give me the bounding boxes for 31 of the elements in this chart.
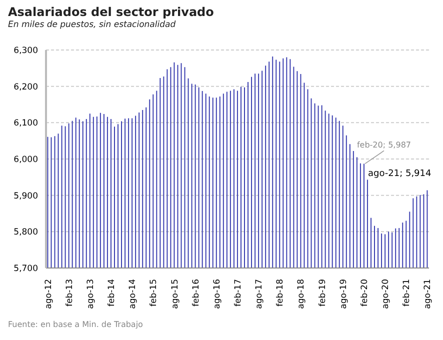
x-tick-label: feb-21 <box>402 279 412 307</box>
y-tick-label: 5,900 <box>14 191 38 202</box>
x-tick-label: feb-15 <box>149 279 160 307</box>
x-tick-label: ago-12 <box>44 279 54 309</box>
x-tick-label: ago-15 <box>170 279 180 309</box>
annotation: ago-21; 5,914 <box>368 169 432 180</box>
x-tick-label: feb-19 <box>318 279 328 307</box>
y-tick-label: 5,800 <box>14 228 38 238</box>
x-tick-label: feb-14 <box>107 279 118 307</box>
x-tick-label: feb-16 <box>191 279 202 307</box>
chart-subtitle: En miles de puestos, sin estacionalidad <box>8 20 176 30</box>
source-note: Fuente: en base a Min. de Trabajo <box>8 320 143 329</box>
x-tick-label: feb-13 <box>64 279 75 307</box>
y-tick-label: 6,100 <box>14 118 38 129</box>
x-tick-label: feb-18 <box>276 279 286 307</box>
x-tick-label: feb-20 <box>360 279 370 307</box>
x-tick-label: feb-17 <box>234 279 244 307</box>
y-tick-label: 6,200 <box>14 82 38 92</box>
x-tick-label: ago-13 <box>86 279 96 309</box>
x-tick-label: ago-21 <box>423 279 434 309</box>
y-tick-label: 6,000 <box>14 155 38 166</box>
x-tick-label: ago-20 <box>381 279 392 309</box>
y-tick-label: 5,700 <box>14 264 38 274</box>
x-tick-label: ago-17 <box>254 279 265 309</box>
x-tick-label: ago-16 <box>212 279 222 309</box>
x-tick-label: ago-18 <box>296 279 307 309</box>
annotation: feb-20; 5,987 <box>356 140 412 150</box>
x-tick-label: ago-14 <box>128 279 138 309</box>
x-tick-label: ago-19 <box>338 279 349 309</box>
chart-title: Asalariados del sector privado <box>8 5 214 19</box>
y-tick-label: 6,300 <box>14 46 38 56</box>
